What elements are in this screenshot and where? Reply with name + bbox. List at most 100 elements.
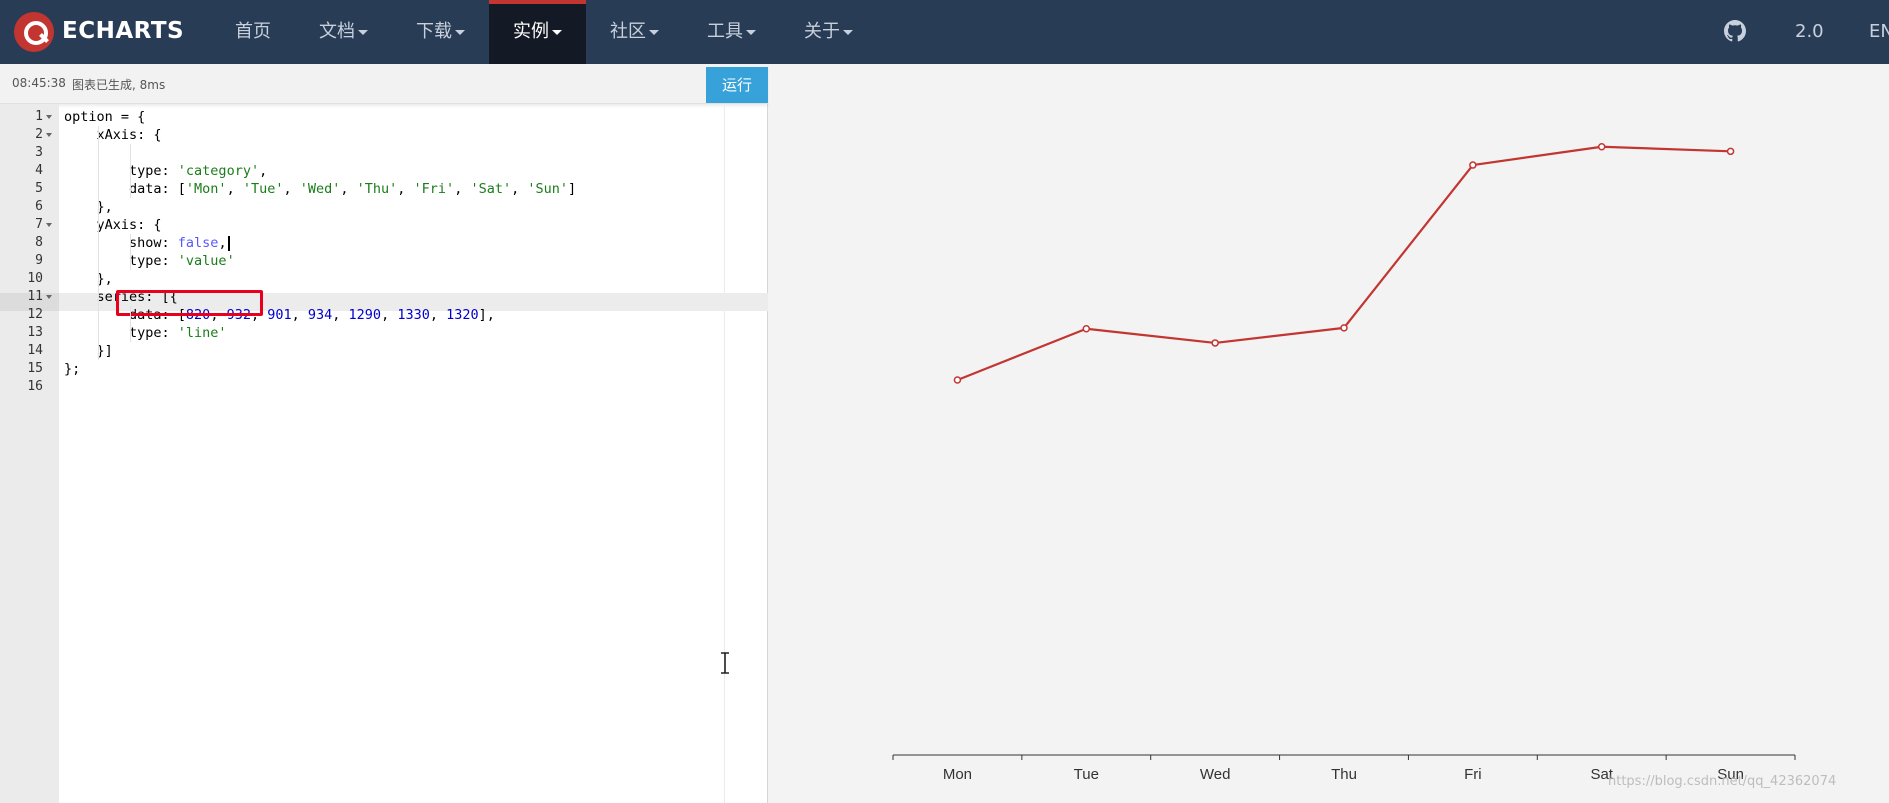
caret-down-icon <box>455 29 465 35</box>
version-label[interactable]: 2.0 <box>1795 21 1824 42</box>
code-token-str: 'value' <box>177 253 235 269</box>
nav-item-0[interactable]: 首页 <box>211 0 295 64</box>
caret-down-icon <box>843 29 853 35</box>
code-token: , <box>226 181 243 197</box>
logo-text: ECHARTS <box>62 18 185 44</box>
nav-item-1[interactable]: 文档 <box>295 0 392 64</box>
code-line[interactable]: }] <box>64 342 113 360</box>
caret-down-icon <box>552 29 562 35</box>
indent-guide <box>130 234 131 270</box>
code-line[interactable]: data: ['Mon', 'Tue', 'Wed', 'Thu', 'Fri'… <box>64 180 576 198</box>
status-message: 图表已生成, 8ms <box>72 78 166 92</box>
code-token-str: 'line' <box>177 325 227 341</box>
data-point <box>1211 339 1219 347</box>
language-switch[interactable]: EN <box>1869 21 1889 42</box>
code-token: yAxis: { <box>64 217 162 233</box>
line-chart: Mon Tue Wed Thu Fri Sat Sun <box>892 142 1796 783</box>
x-tick-label: Sat <box>1590 766 1613 783</box>
print-margin <box>724 104 725 803</box>
line-number: 10 <box>27 271 43 286</box>
nav-item-6[interactable]: 关于 <box>780 0 877 64</box>
line-number: 9 <box>35 253 43 268</box>
code-token-str: 'Fri' <box>413 181 455 197</box>
code-line[interactable]: type: 'category', <box>64 162 267 180</box>
code-token: }; <box>64 361 81 377</box>
indent-guide <box>130 144 131 198</box>
code-token: data: [ <box>64 181 186 197</box>
code-token-str: 'category' <box>177 163 260 179</box>
code-token-num: 934 <box>307 307 333 323</box>
code-token-str: 'Mon' <box>185 181 227 197</box>
code-token: }, <box>64 271 113 287</box>
code-line[interactable]: }, <box>64 198 113 216</box>
code-line[interactable]: type: 'value' <box>64 252 235 270</box>
x-tick-label: Sun <box>1717 766 1744 783</box>
fold-toggle-icon[interactable] <box>46 115 52 119</box>
nav-item-label: 下载 <box>416 21 452 42</box>
caret-down-icon <box>746 29 756 35</box>
data-point <box>1340 324 1348 332</box>
code-token-str: 'Sun' <box>527 181 568 197</box>
nav-item-5[interactable]: 工具 <box>683 0 780 64</box>
code-token: show: <box>64 235 178 251</box>
line-number: 2 <box>35 127 43 142</box>
line-number: 7 <box>35 217 43 232</box>
fold-toggle-icon[interactable] <box>46 133 52 137</box>
indent-guide <box>98 126 99 360</box>
code-line[interactable]: series: [{ <box>64 288 178 306</box>
caret-down-icon <box>358 29 368 35</box>
code-line[interactable]: show: false, <box>64 234 230 252</box>
data-point <box>1469 161 1477 169</box>
echarts-logo[interactable]: ECHARTS <box>14 12 194 52</box>
x-tick-label: Tue <box>1074 766 1099 783</box>
nav-item-3[interactable]: 实例 <box>489 0 586 64</box>
code-token-str: 'Sat' <box>470 181 512 197</box>
code-token: , <box>283 181 300 197</box>
text-caret <box>227 235 230 251</box>
nav-item-label: 工具 <box>707 21 743 42</box>
fold-toggle-icon[interactable] <box>46 223 52 227</box>
code-token: , <box>259 163 268 179</box>
line-number: 13 <box>27 325 43 340</box>
active-line-highlight <box>59 293 768 311</box>
caret-down-icon <box>649 29 659 35</box>
watermark-text: https://blog.csdn.net/qq_42362074 <box>1608 774 1837 789</box>
data-point <box>1082 325 1091 333</box>
code-token-num: 901 <box>267 307 292 323</box>
code-line[interactable]: type: 'line' <box>64 324 227 342</box>
code-line[interactable]: xAxis: { <box>64 126 162 144</box>
line-number: 15 <box>27 361 43 376</box>
code-token: type: <box>64 163 178 179</box>
data-point <box>1726 147 1735 156</box>
fold-toggle-icon[interactable] <box>46 295 52 299</box>
line-number: 8 <box>35 235 43 250</box>
nav-item-label: 社区 <box>610 21 646 42</box>
code-token: , <box>340 181 357 197</box>
echarts-logo-icon <box>14 12 54 52</box>
code-token: type: <box>64 325 178 341</box>
x-tick-label: Thu <box>1331 766 1357 783</box>
code-line[interactable]: }, <box>64 270 113 288</box>
nav-item-2[interactable]: 下载 <box>392 0 489 64</box>
code-token: option = { <box>64 109 146 125</box>
code-token-str: 'Wed' <box>299 181 341 197</box>
line-number-gutter <box>0 104 59 803</box>
line-number: 16 <box>27 379 43 394</box>
series-line <box>957 145 1731 382</box>
code-token-num: 1320 <box>446 307 479 323</box>
code-token: , <box>332 307 349 323</box>
code-token-bool: false <box>177 235 219 251</box>
text-cursor-icon <box>721 652 729 674</box>
line-number: 1 <box>35 109 43 124</box>
github-icon[interactable] <box>1724 20 1746 42</box>
active-line-gutter <box>0 293 59 311</box>
nav-item-4[interactable]: 社区 <box>586 0 683 64</box>
code-token: , <box>381 307 398 323</box>
status-time: 08:45:38 <box>12 76 66 90</box>
code-line[interactable]: yAxis: { <box>64 216 162 234</box>
line-number: 5 <box>35 181 43 196</box>
run-button[interactable]: 运行 <box>706 67 768 103</box>
code-line[interactable]: option = { <box>64 108 145 126</box>
line-number: 14 <box>27 343 43 358</box>
code-line[interactable]: }; <box>64 360 80 378</box>
